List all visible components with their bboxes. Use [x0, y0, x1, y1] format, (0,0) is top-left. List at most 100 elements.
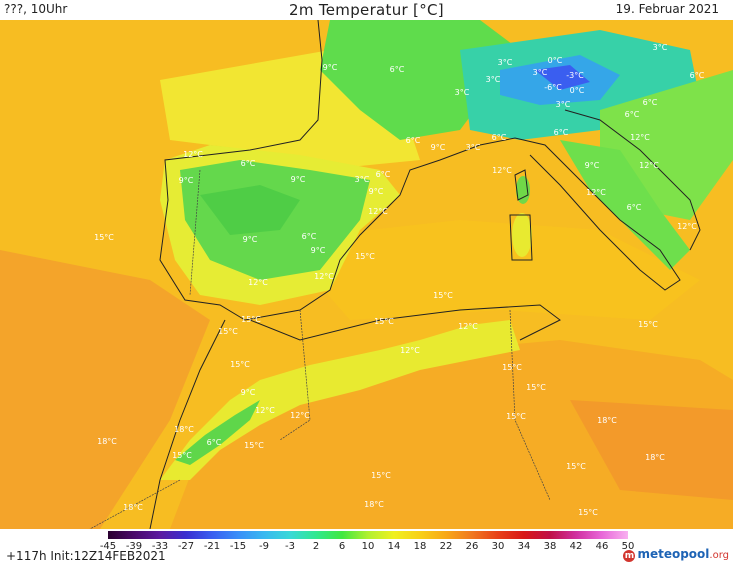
temperature-label: 9°C: [241, 388, 256, 397]
temperature-label: 12°C: [248, 278, 268, 287]
temperature-label: 12°C: [458, 322, 478, 331]
logo-text: meteopool: [637, 547, 710, 561]
sardinia-zone: [512, 213, 532, 257]
temperature-label: 12°C: [400, 346, 420, 355]
temperature-label: 12°C: [290, 411, 310, 420]
temperature-label: 9°C: [243, 235, 258, 244]
temperature-label: 15°C: [355, 252, 375, 261]
color-scale-tick: 6: [338, 541, 346, 552]
temperature-label: 12°C: [639, 161, 659, 170]
temperature-label: 15°C: [506, 412, 526, 421]
temperature-label: 15°C: [433, 291, 453, 300]
color-scale-tick: -45: [99, 541, 117, 552]
temperature-label: 18°C: [597, 416, 617, 425]
temperature-label: 3°C: [486, 75, 501, 84]
temperature-label: 9°C: [369, 187, 384, 196]
color-scale-tick: -39: [125, 541, 143, 552]
atlas-zone: [160, 320, 520, 480]
temperature-label: 3°C: [653, 43, 668, 52]
color-scale-tick: -33: [151, 541, 169, 552]
color-scale-tick: 26: [465, 541, 479, 552]
temperature-label: 15°C: [244, 441, 264, 450]
atlas-cold-zone: [175, 400, 260, 465]
valid-date-label: 19. Februar 2021: [615, 2, 719, 16]
temperature-label: 15°C: [502, 363, 522, 372]
temperature-label: 15°C: [371, 471, 391, 480]
temperature-label: 15°C: [374, 317, 394, 326]
iberia-cool-zone: [200, 185, 300, 235]
temperature-label: 12°C: [368, 207, 388, 216]
temperature-label: 15°C: [241, 315, 261, 324]
country-borders: [89, 169, 551, 529]
temperature-label: 15°C: [638, 320, 658, 329]
color-scale-tick: 22: [439, 541, 453, 552]
temperature-label: 6°C: [643, 98, 658, 107]
color-scale-tick: 30: [491, 541, 505, 552]
color-scale-tick: -3: [285, 541, 295, 552]
footer-bar: -45 -39 -33 -27 -21 -15 -9 -3 2 6 10 14 18 22 26 30 34 38…: [0, 529, 733, 566]
temperature-label: 6°C: [690, 71, 705, 80]
color-scale-tick: 10: [361, 541, 375, 552]
model-run-info: +117h Init:12Z14FEB2021: [6, 549, 166, 563]
forecast-time-label: ???, 10Uhr: [4, 2, 68, 16]
temperature-label: 15°C: [94, 233, 114, 242]
temperature-label: 15°C: [172, 451, 192, 460]
temperature-label: 15°C: [526, 383, 546, 392]
color-scale-tick: -15: [229, 541, 247, 552]
mediterranean-zone: [280, 220, 700, 320]
meteopool-logo[interactable]: m meteopool.org: [623, 547, 729, 562]
temperature-label: -6°C: [544, 83, 562, 92]
temperature-label: 6°C: [241, 159, 256, 168]
color-scale-tick: -21: [203, 541, 221, 552]
temperature-label: 9°C: [311, 246, 326, 255]
temperature-label: 6°C: [390, 65, 405, 74]
temperature-label: 18°C: [174, 425, 194, 434]
temperature-label: 3°C: [455, 88, 470, 97]
temperature-label: 3°C: [466, 143, 481, 152]
color-scale-tick: 2: [312, 541, 320, 552]
italy-zone: [560, 140, 690, 270]
logo-mark-icon: m: [623, 550, 636, 562]
color-scale-tick: 42: [569, 541, 583, 552]
temperature-label: 12°C: [492, 166, 512, 175]
temperature-label: 12°C: [255, 406, 275, 415]
temperature-label: 0°C: [548, 56, 563, 65]
header-bar: ???, 10Uhr 2m Temperatur [°C] 19. Februa…: [0, 0, 733, 20]
coastlines: [149, 20, 701, 529]
color-scale-tick: 34: [517, 541, 531, 552]
temperature-label: 15°C: [566, 462, 586, 471]
temperature-label: 12°C: [586, 188, 606, 197]
temperature-label: 12°C: [677, 222, 697, 231]
color-scale-tick: 18: [413, 541, 427, 552]
temperature-label: 9°C: [585, 161, 600, 170]
temperature-label: 9°C: [291, 175, 306, 184]
temperature-label: 0°C: [570, 86, 585, 95]
temperature-label: 6°C: [627, 203, 642, 212]
alps-coldest-zone: [535, 65, 590, 90]
temperature-label: 18°C: [645, 453, 665, 462]
atlantic-warm-zone: [0, 250, 210, 529]
temperature-label: 15°C: [578, 508, 598, 517]
temperature-label: 9°C: [323, 63, 338, 72]
logo-suffix: .org: [709, 550, 729, 561]
temperature-label: 9°C: [431, 143, 446, 152]
color-scale-gradient: [108, 531, 628, 539]
temperature-label: 15°C: [230, 360, 250, 369]
temperature-label: 3°C: [556, 100, 571, 109]
color-scale-tick: -9: [259, 541, 269, 552]
color-scale-tick: 14: [387, 541, 401, 552]
color-scale: -45 -39 -33 -27 -21 -15 -9 -3 2 6 10 14 18 22 26 30 34 38…: [100, 531, 634, 552]
temperature-label: 6°C: [376, 170, 391, 179]
temperature-labels: 9°C 6°C3°C 0°C3°C -3°C-6°C 0°C3°C3°C3°C3°C6°…: [94, 43, 705, 517]
color-scale-tick: 46: [595, 541, 609, 552]
color-scale-tick: 38: [543, 541, 557, 552]
temperature-label: 12°C: [183, 150, 203, 159]
temperature-label: 12°C: [630, 133, 650, 142]
temperature-label: 9°C: [179, 176, 194, 185]
temperature-label: 6°C: [492, 133, 507, 142]
temperature-label: 3°C: [355, 175, 370, 184]
temperature-label: 6°C: [406, 136, 421, 145]
temperature-label: 6°C: [207, 438, 222, 447]
color-scale-tick: 50: [621, 541, 635, 552]
temperature-label: 18°C: [364, 500, 384, 509]
